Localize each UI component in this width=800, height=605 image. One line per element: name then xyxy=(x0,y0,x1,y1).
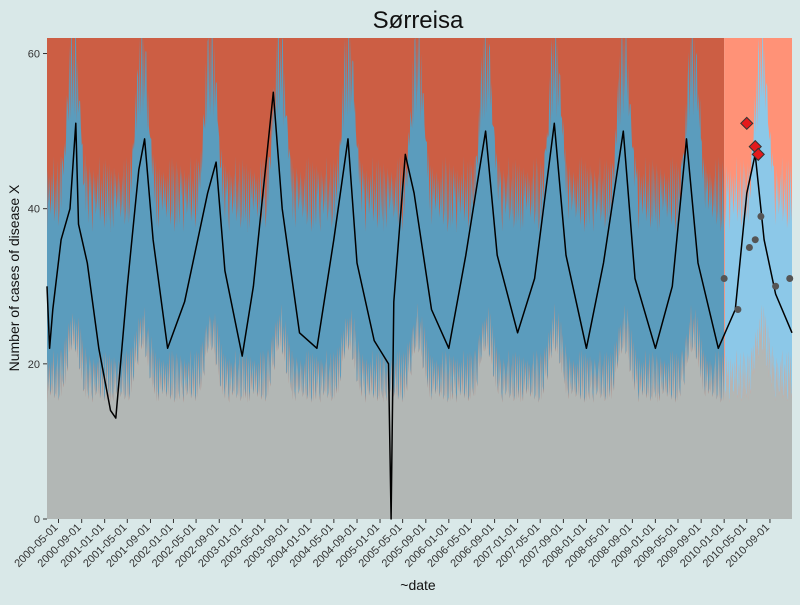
chart-title: Sørreisa xyxy=(373,7,464,34)
y-axis-title: Number of cases of disease X xyxy=(6,184,22,371)
y-tick-label: 40 xyxy=(28,204,40,216)
observed-point xyxy=(772,282,780,290)
observed-point xyxy=(734,306,742,314)
observed-point xyxy=(786,275,794,282)
y-tick-label: 0 xyxy=(34,514,40,526)
x-axis: 2000-05-012000-09-012001-01-012001-05-01… xyxy=(12,519,772,570)
y-axis: 0 20 40 60 xyxy=(28,49,47,526)
y-tick-label: 60 xyxy=(28,49,40,61)
outbreak-marker xyxy=(740,116,754,131)
observed-point xyxy=(720,275,728,282)
low-zone xyxy=(47,303,725,519)
outbreak-marker xyxy=(751,147,765,162)
plot-area xyxy=(46,38,794,520)
observed-point xyxy=(751,236,759,244)
observed-point xyxy=(745,243,753,251)
observed-point xyxy=(757,212,765,220)
normal-zone-prediction xyxy=(725,38,792,403)
x-axis-title: ~date xyxy=(400,577,436,593)
low-zone-prediction xyxy=(725,304,792,519)
cases-line xyxy=(46,91,793,520)
y-tick-label: 20 xyxy=(28,359,40,371)
